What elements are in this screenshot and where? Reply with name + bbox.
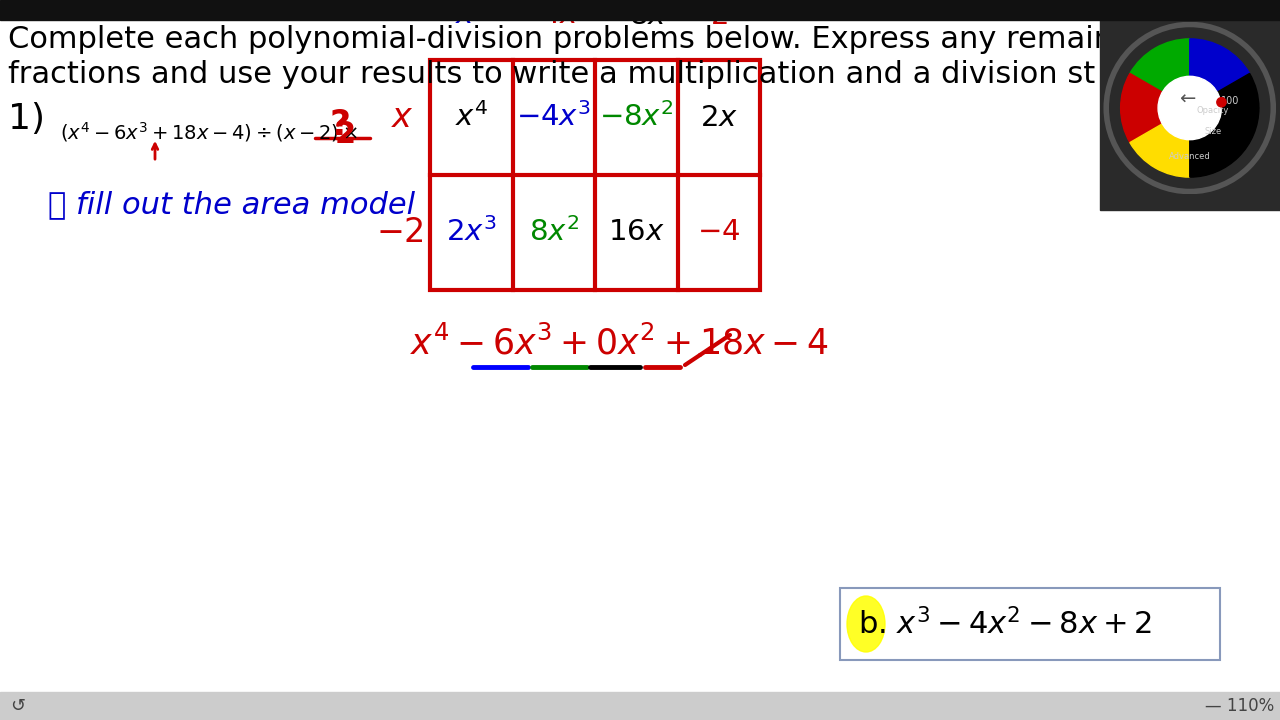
Wedge shape (1190, 39, 1249, 92)
Text: $(x^4 - 6x^3 + 18x - 4) \div (x - 2) \times$: $(x^4 - 6x^3 + 18x - 4) \div (x - 2) \ti… (60, 120, 358, 144)
Text: $-2$: $-2$ (376, 216, 424, 249)
Text: $8x^2$: $8x^2$ (529, 217, 579, 248)
Text: 1): 1) (8, 102, 45, 136)
Bar (430, 60, 760, 290)
Text: Ⓐ fill out the area model: Ⓐ fill out the area model (49, 190, 415, 219)
Text: fractions and use your results to write a multiplication and a division st: fractions and use your results to write … (8, 60, 1096, 89)
Text: $x$: $x$ (390, 101, 413, 134)
Ellipse shape (847, 596, 884, 652)
Text: Size: Size (1204, 127, 1221, 135)
Text: $2x$: $2x$ (700, 104, 737, 132)
Text: 2: 2 (335, 120, 356, 149)
Text: $2$: $2$ (710, 2, 727, 30)
Bar (0, 0, 1280, 20)
Text: $x^4$: $x^4$ (454, 102, 488, 132)
Text: $2x^3$: $2x^3$ (445, 217, 497, 248)
Bar (0, 692, 1280, 720)
Wedge shape (1121, 73, 1162, 143)
Wedge shape (1130, 124, 1190, 177)
Text: $-4$: $-4$ (698, 218, 740, 246)
Text: $x^4-6x^3+0x^2+18x-4$: $x^4-6x^3+0x^2+18x-4$ (410, 325, 828, 361)
Text: $x^3$: $x^3$ (454, 0, 488, 30)
Text: ↺: ↺ (10, 697, 26, 715)
Text: $-4x^3$: $-4x^3$ (516, 102, 591, 132)
Text: Complete each polynomial-division problems below. Express any remain: Complete each polynomial-division proble… (8, 25, 1114, 54)
Wedge shape (1130, 39, 1190, 92)
Circle shape (1217, 98, 1226, 107)
Wedge shape (1190, 108, 1260, 177)
Text: Advanced: Advanced (1169, 153, 1211, 161)
Text: $-4x^2$: $-4x^2$ (517, 0, 591, 30)
Text: $16x$: $16x$ (608, 218, 664, 246)
Bar (1100, 10, 1280, 210)
Text: Opacity: Opacity (1197, 107, 1229, 115)
Circle shape (1158, 76, 1221, 140)
Text: — 110%: — 110% (1206, 697, 1275, 715)
Text: ?: ? (330, 108, 351, 142)
Text: b. $x^3 - 4x^2 - 8x + 2$: b. $x^3 - 4x^2 - 8x + 2$ (858, 608, 1152, 640)
Text: $-8x$: $-8x$ (605, 2, 667, 30)
Wedge shape (1217, 73, 1260, 108)
Text: $-8x^2$: $-8x^2$ (599, 102, 673, 132)
Text: 100: 100 (1221, 96, 1240, 106)
Bar (840, 588, 1220, 660)
Text: ←: ← (1179, 90, 1196, 109)
